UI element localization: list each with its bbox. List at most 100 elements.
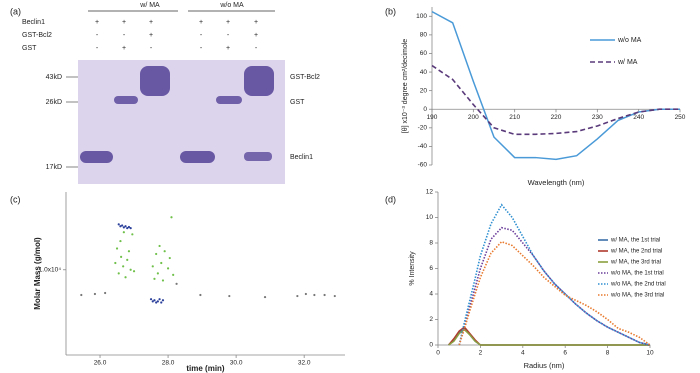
point [127, 250, 131, 253]
lane-sign: - [255, 45, 258, 52]
y-tick-label: 0 [429, 342, 433, 349]
point [161, 299, 165, 302]
point [114, 261, 117, 265]
y-tick-label: 4 [429, 291, 433, 298]
x-tick-label: 28.0 [162, 360, 175, 367]
y-tick-label: 1.0x10⁴ [39, 266, 62, 273]
y-tick-label: -40 [418, 143, 428, 150]
y-tick-label: 2 [429, 316, 433, 323]
x-tick-label: 210 [509, 114, 520, 121]
lane-sign: + [122, 45, 126, 52]
point [131, 233, 134, 236]
marker-label: 26kD [46, 99, 62, 106]
lane-sign: + [254, 32, 258, 39]
x-tick-label: 2 [479, 350, 483, 357]
panel-label: (c) [10, 194, 21, 204]
y-tick-label: 60 [420, 50, 428, 57]
band-label: Beclin1 [290, 154, 313, 161]
y-tick-label: 40 [420, 69, 428, 76]
point [166, 267, 170, 270]
x-axis-label: Radius (nm) [524, 361, 565, 370]
x-axis-label: Wavelength (nm) [528, 178, 585, 187]
lane-sign: - [227, 32, 230, 39]
point [115, 247, 119, 250]
y-tick-label: 100 [416, 13, 427, 20]
point [263, 295, 267, 299]
x-tick-label: 0 [436, 350, 440, 357]
lane-sign: + [149, 19, 153, 26]
lane-sign: - [150, 45, 153, 52]
gel-bands [80, 66, 274, 163]
marker-label: 17kD [46, 164, 62, 171]
point [170, 216, 173, 219]
point [121, 224, 124, 227]
point [151, 265, 154, 268]
point [323, 293, 326, 297]
y-tick-label: 0 [423, 106, 427, 113]
point [333, 294, 336, 298]
lane-sign: - [200, 45, 203, 52]
marker-label: 43kD [46, 74, 62, 81]
y-tick-label: 80 [420, 32, 428, 39]
x-tick-label: 240 [633, 114, 644, 121]
lane-sign: - [96, 32, 99, 39]
y-tick-label: -20 [418, 125, 428, 132]
point [151, 300, 154, 303]
y-tick-label: 10 [426, 214, 434, 221]
series-line [431, 64, 680, 136]
point [155, 252, 158, 256]
legend-label: w/ MA, the 1st trial [610, 238, 660, 244]
legend-label: w/o MA [617, 37, 642, 44]
point [117, 272, 120, 275]
point [122, 231, 125, 234]
x-tick-label: 30.0 [230, 360, 243, 367]
lane-sign: + [226, 19, 230, 26]
legend-label: w/o MA, the 3rd trial [610, 293, 664, 299]
group-label: w/o MA [219, 2, 244, 9]
series-line [448, 328, 650, 346]
y-axis-label: [θ] x10⁻³ degree cm²/decimole [402, 39, 409, 133]
point [126, 258, 129, 261]
lane-sign: + [199, 19, 203, 26]
point [119, 225, 122, 228]
x-tick-label: 200 [468, 114, 479, 121]
point [153, 299, 156, 302]
panel-label: (b) [385, 6, 396, 16]
point [175, 282, 178, 285]
point [124, 276, 127, 279]
row-label: GST-Bcl2 [22, 32, 52, 39]
point [172, 273, 175, 277]
x-tick-label: 26.0 [94, 360, 107, 367]
point [149, 298, 153, 301]
point [124, 225, 127, 228]
point [156, 272, 159, 275]
point [158, 244, 161, 248]
lane-sign: + [95, 19, 99, 26]
y-tick-label: 6 [429, 265, 433, 272]
lane-sign: - [96, 45, 99, 52]
x-tick-label: 10 [646, 350, 654, 357]
band-label: GST-Bcl2 [290, 74, 320, 81]
legend-label: w/o MA, the 1st trial [610, 271, 664, 277]
y-axis-label: Molar Mass (g/mol) [33, 237, 42, 310]
lane-sign: - [200, 32, 203, 39]
point [104, 291, 107, 295]
point [313, 293, 316, 297]
panel-label: (a) [10, 6, 21, 16]
row-label: Beclin1 [22, 19, 45, 26]
point [161, 279, 165, 282]
point [228, 294, 231, 298]
point [160, 261, 163, 265]
legend-label: w/ MA, the 2nd trial [610, 249, 662, 255]
series-line [458, 203, 651, 346]
band-label: GST [290, 99, 305, 106]
x-tick-label: 190 [427, 114, 438, 121]
point [122, 226, 125, 229]
x-tick-label: 230 [592, 114, 603, 121]
y-tick-label: -60 [418, 162, 428, 169]
y-axis-label: % Intensity [409, 251, 416, 286]
point [80, 293, 83, 297]
x-tick-label: 32.0 [298, 360, 311, 367]
panel-label: (d) [385, 194, 396, 204]
